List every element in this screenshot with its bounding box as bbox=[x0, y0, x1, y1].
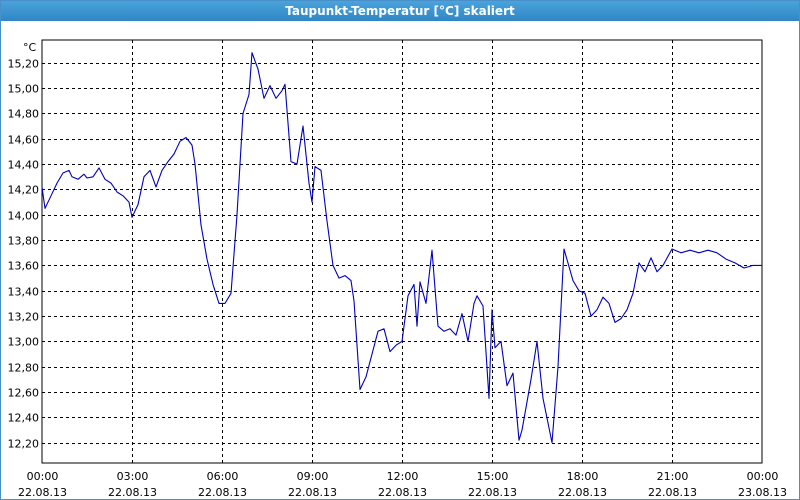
y-axis-unit-label: °C bbox=[23, 41, 37, 54]
x-tick-time-label: 21:00 bbox=[657, 470, 689, 483]
y-tick-label: 14,40 bbox=[8, 159, 40, 172]
y-tick-label: 12,60 bbox=[8, 387, 40, 400]
x-tick-date-label: 23.08.13 bbox=[738, 486, 787, 499]
y-tick-label: 13,00 bbox=[8, 336, 40, 349]
x-tick-date-label: 22.08.13 bbox=[198, 486, 247, 499]
series-line bbox=[41, 52, 762, 444]
x-tick-time-label: 00:00 bbox=[747, 470, 779, 483]
y-tick-label: 13,80 bbox=[8, 235, 40, 248]
y-tick-label: 14,60 bbox=[8, 134, 40, 147]
x-tick-time-label: 09:00 bbox=[297, 470, 329, 483]
x-tick-time-label: 06:00 bbox=[207, 470, 239, 483]
x-tick-date-label: 22.08.13 bbox=[558, 486, 607, 499]
y-tick-label: 15,00 bbox=[8, 83, 40, 96]
x-tick-date-label: 22.08.13 bbox=[648, 486, 697, 499]
y-tick-label: 15,20 bbox=[8, 58, 40, 71]
x-tick-time-label: 18:00 bbox=[567, 470, 599, 483]
y-tick-label: 12,40 bbox=[8, 412, 40, 425]
y-tick-label: 12,80 bbox=[8, 362, 40, 375]
x-tick-time-label: 15:00 bbox=[477, 470, 509, 483]
x-tick-time-label: 12:00 bbox=[387, 470, 419, 483]
y-tick-label: 14,20 bbox=[8, 184, 40, 197]
window-title: Taupunkt-Temperatur [°C] skaliert bbox=[1, 1, 799, 21]
y-tick-label: 13,60 bbox=[8, 260, 40, 273]
y-tick-label: 14,80 bbox=[8, 108, 40, 121]
x-tick-date-label: 22.08.13 bbox=[108, 486, 157, 499]
x-tick-time-label: 00:00 bbox=[27, 470, 59, 483]
line-chart: 12,20 12,40 12,60 12,80 13,00 13,20 13,40 13,60… bbox=[8, 39, 787, 499]
x-tick-date-label: 22.08.13 bbox=[18, 486, 67, 499]
x-tick-date-label: 22.08.13 bbox=[288, 486, 337, 499]
x-tick-time-label: 03:00 bbox=[117, 470, 149, 483]
y-tick-label: 13,40 bbox=[8, 286, 40, 299]
y-tick-label: 12,20 bbox=[8, 438, 40, 451]
x-tick-date-label: 22.08.13 bbox=[378, 486, 427, 499]
y-tick-label: 14,00 bbox=[8, 210, 40, 223]
x-tick-date-label: 22.08.13 bbox=[468, 486, 517, 499]
y-tick-label: 13,20 bbox=[8, 311, 40, 324]
